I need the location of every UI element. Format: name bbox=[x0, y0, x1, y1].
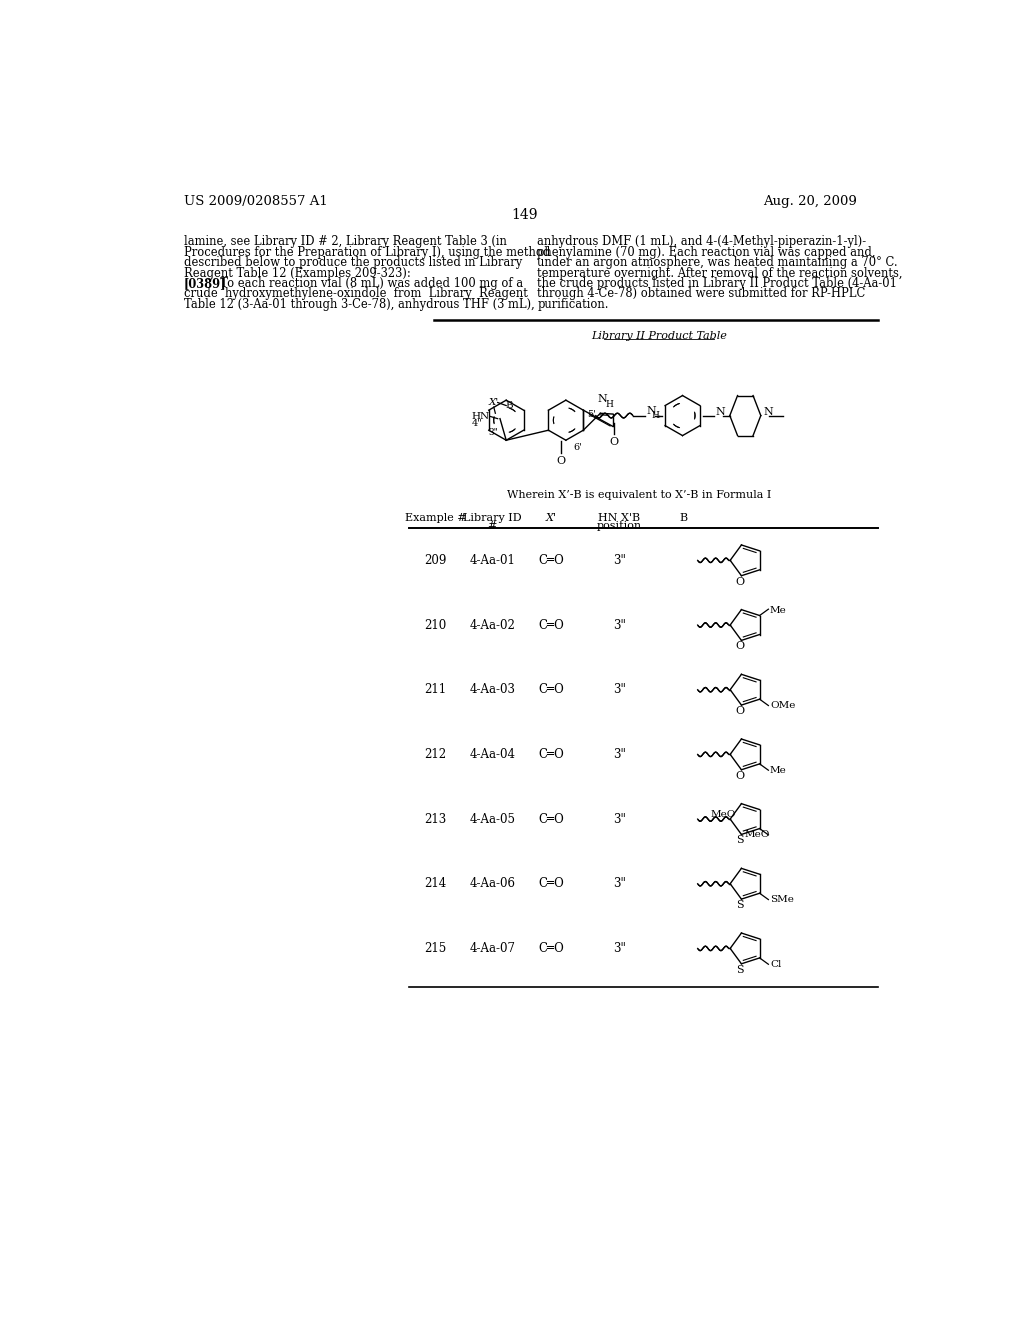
Text: [0389]: [0389] bbox=[183, 277, 226, 290]
Text: #: # bbox=[487, 521, 497, 531]
Text: position: position bbox=[597, 521, 642, 531]
Text: 211: 211 bbox=[425, 684, 446, 696]
Text: Reagent Table 12 (Examples 209-323):: Reagent Table 12 (Examples 209-323): bbox=[183, 267, 411, 280]
Text: 3": 3" bbox=[613, 878, 626, 890]
Text: 209: 209 bbox=[425, 554, 446, 566]
Text: 3": 3" bbox=[613, 748, 626, 760]
Text: anhydrous DMF (1 mL), and 4-(4-Methyl-piperazin-1-yl)-: anhydrous DMF (1 mL), and 4-(4-Methyl-pi… bbox=[538, 235, 866, 248]
Text: O: O bbox=[735, 577, 744, 586]
Text: OMe: OMe bbox=[770, 701, 796, 710]
Text: crude  hydroxymethylene-oxindole  from  Library  Reagent: crude hydroxymethylene-oxindole from Lib… bbox=[183, 288, 527, 301]
Text: Cl: Cl bbox=[770, 960, 781, 969]
Text: H: H bbox=[606, 400, 613, 409]
Text: HN: HN bbox=[471, 412, 489, 421]
Text: S: S bbox=[735, 836, 743, 845]
Text: through 4-Ce-78) obtained were submitted for RP-HPLC: through 4-Ce-78) obtained were submitted… bbox=[538, 288, 865, 301]
Text: X': X' bbox=[488, 399, 499, 407]
Text: 215: 215 bbox=[425, 942, 446, 954]
Text: Wherein X’-B is equivalent to X’-B in Formula I: Wherein X’-B is equivalent to X’-B in Fo… bbox=[507, 490, 772, 499]
Text: 6': 6' bbox=[573, 442, 583, 451]
Text: SMe: SMe bbox=[770, 895, 794, 904]
Text: Example #: Example # bbox=[404, 512, 467, 523]
Text: 4-Aa-04: 4-Aa-04 bbox=[469, 748, 515, 760]
Text: 3": 3" bbox=[613, 813, 626, 825]
Text: Library ID: Library ID bbox=[463, 512, 521, 523]
Text: 3": 3" bbox=[613, 554, 626, 566]
Text: C═O: C═O bbox=[539, 813, 564, 825]
Text: Table 12 (3-Aa-01 through 3-Ce-78), anhydrous THF (3 mL),: Table 12 (3-Aa-01 through 3-Ce-78), anhy… bbox=[183, 298, 535, 310]
Text: described below to produce the products listed in Library: described below to produce the products … bbox=[183, 256, 522, 269]
Text: To each reaction vial (8 mL) was added 100 mg of a: To each reaction vial (8 mL) was added 1… bbox=[213, 277, 523, 290]
Text: B: B bbox=[506, 401, 513, 411]
Text: the crude products listed in Library II Product Table (4-Aa-01: the crude products listed in Library II … bbox=[538, 277, 897, 290]
Text: 210: 210 bbox=[425, 619, 446, 631]
Text: 212: 212 bbox=[425, 748, 446, 760]
Text: lamine, see Library ID # 2, Library Reagent Table 3 (in: lamine, see Library ID # 2, Library Reag… bbox=[183, 235, 507, 248]
Text: 4-Aa-01: 4-Aa-01 bbox=[469, 554, 515, 566]
Text: O: O bbox=[557, 455, 566, 466]
Text: 4-Aa-03: 4-Aa-03 bbox=[469, 684, 515, 696]
Text: Me: Me bbox=[770, 766, 786, 775]
Text: MeO: MeO bbox=[711, 810, 736, 820]
Text: C═O: C═O bbox=[539, 619, 564, 631]
Text: Procedures for the Preparation of Library I), using the method: Procedures for the Preparation of Librar… bbox=[183, 246, 550, 259]
Text: 4-Aa-05: 4-Aa-05 bbox=[469, 813, 515, 825]
Text: C═O: C═O bbox=[539, 878, 564, 890]
Text: S: S bbox=[735, 965, 743, 974]
Text: C═O: C═O bbox=[539, 748, 564, 760]
Text: 213: 213 bbox=[425, 813, 446, 825]
Text: 4": 4" bbox=[472, 418, 483, 428]
Text: 3": 3" bbox=[613, 684, 626, 696]
Text: O: O bbox=[735, 642, 744, 651]
Text: MeO: MeO bbox=[744, 830, 770, 840]
Text: C═O: C═O bbox=[539, 554, 564, 566]
Text: N: N bbox=[763, 407, 773, 417]
Text: under an argon atmosphere, was heated maintaining a 70° C.: under an argon atmosphere, was heated ma… bbox=[538, 256, 898, 269]
Text: purification.: purification. bbox=[538, 298, 608, 310]
Text: 5': 5' bbox=[588, 409, 596, 418]
Text: phenylamine (70 mg). Each reaction vial was capped and,: phenylamine (70 mg). Each reaction vial … bbox=[538, 246, 876, 259]
Text: 3": 3" bbox=[613, 619, 626, 631]
Text: 3": 3" bbox=[488, 428, 499, 437]
Text: N: N bbox=[597, 395, 607, 404]
Text: O: O bbox=[735, 771, 744, 780]
Text: X': X' bbox=[546, 512, 557, 523]
Text: 4-Aa-02: 4-Aa-02 bbox=[469, 619, 515, 631]
Text: 214: 214 bbox=[425, 878, 446, 890]
Text: N: N bbox=[647, 407, 656, 416]
Text: B: B bbox=[680, 512, 688, 523]
Text: S: S bbox=[735, 900, 743, 909]
Text: N: N bbox=[715, 407, 725, 417]
Text: 3": 3" bbox=[613, 942, 626, 954]
Text: Aug. 20, 2009: Aug. 20, 2009 bbox=[764, 195, 857, 209]
Text: HN X'B: HN X'B bbox=[598, 512, 640, 523]
Text: O: O bbox=[609, 437, 618, 447]
Text: 4-Aa-07: 4-Aa-07 bbox=[469, 942, 515, 954]
Text: Me: Me bbox=[770, 606, 786, 615]
Text: 4-Aa-06: 4-Aa-06 bbox=[469, 878, 515, 890]
Text: 149: 149 bbox=[512, 209, 538, 223]
Text: C═O: C═O bbox=[539, 942, 564, 954]
Text: H: H bbox=[651, 412, 659, 420]
Text: C═O: C═O bbox=[539, 684, 564, 696]
Text: US 2009/0208557 A1: US 2009/0208557 A1 bbox=[183, 195, 328, 209]
Text: Library II Product Table: Library II Product Table bbox=[591, 331, 727, 341]
Text: temperature overnight. After removal of the reaction solvents,: temperature overnight. After removal of … bbox=[538, 267, 903, 280]
Text: O: O bbox=[735, 706, 744, 715]
